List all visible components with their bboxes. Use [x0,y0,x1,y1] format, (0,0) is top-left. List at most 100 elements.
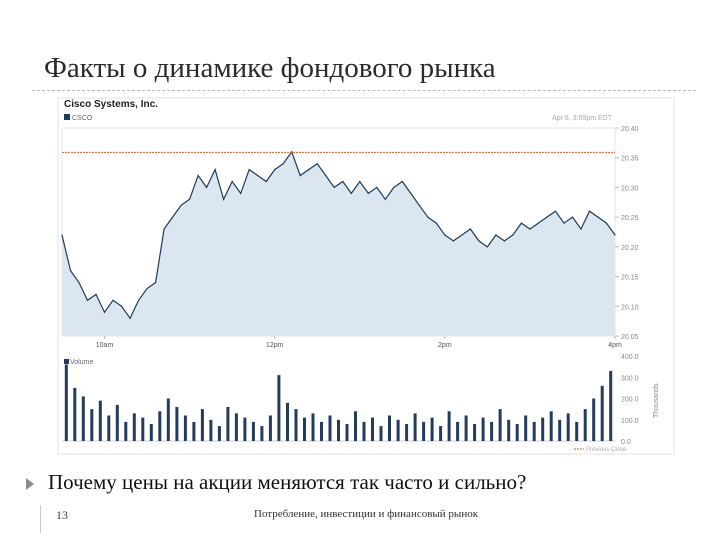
price-point [265,180,267,183]
slide-title: Факты о динамике фондового рынка [44,52,496,84]
price-point [546,216,548,218]
ticker-legend-swatch [64,114,70,120]
volume-bar [115,404,119,441]
price-x-axis: 10am 12pm 2pm 4pm [96,336,622,349]
price-point [69,270,72,272]
x-tick-label: 4pm [608,342,622,349]
volume-bar [268,415,272,441]
volume-bar [64,364,68,441]
price-point [444,234,446,236]
volume-bar [328,415,332,441]
volume-bar [473,424,477,441]
volume-bar [575,421,579,441]
price-plot [61,127,616,337]
volume-bar [124,421,128,441]
volume-bar [294,409,298,441]
volume-bar [532,421,536,441]
volume-bar [515,424,519,441]
volume-bar [447,411,451,442]
price-point [495,234,497,236]
volume-bar [192,421,196,441]
volume-label: Volume [70,359,93,366]
volume-bar [260,426,264,441]
ticker-label: CSCO [72,115,93,122]
volume-bar [90,409,94,441]
volume-bar [549,411,553,442]
price-point [333,186,335,188]
price-point [146,287,148,290]
volume-plot [62,364,615,442]
price-y-tick-label: 20.25 [621,215,639,222]
volume-bar [583,409,587,441]
volume-bar [303,417,306,441]
price-point [231,180,233,183]
price-point [410,192,412,194]
price-y-tick-label: 20.35 [621,156,639,163]
volume-bar [311,413,315,441]
price-point [316,163,318,165]
chart-timestamp: Apr 8, 3:59pm EDT [552,115,613,122]
price-point [580,228,582,230]
price-point [554,210,557,212]
price-point [571,216,574,218]
volume-bar [286,402,289,442]
price-point [427,216,429,218]
price-y-tick-label: 20.15 [621,275,639,282]
volume-bar [600,385,604,442]
x-tick-label: 10am [96,342,114,349]
previous-close-legend-label: Previous Close [586,447,627,453]
price-y-tick-label: 20.40 [621,126,639,133]
slide-question: Почему цены на акции меняются так часто … [48,470,527,494]
price-point [376,186,378,188]
volume-unit-label: Thousands [653,383,660,418]
price-point [529,228,531,230]
price-y-tick-label: 20.30 [621,185,639,192]
volume-y-tick-label: 100.0 [621,418,639,425]
volume-bar [541,417,545,441]
price-point [103,311,106,313]
price-point [486,246,488,248]
volume-bar [388,415,391,441]
volume-bar [379,426,383,441]
price-point [401,180,403,183]
price-point [180,204,182,206]
volume-bar [200,409,204,441]
volume-bar [592,398,596,441]
volume-bar [166,398,170,441]
price-point [155,281,157,284]
price-point [86,299,89,301]
price-point [274,169,276,171]
price-point [563,222,565,224]
volume-bar [337,419,340,442]
slide-footer: Потребление, инвестиции и финансовый рын… [254,508,479,520]
price-point [614,234,616,236]
price-point [350,192,352,194]
volume-bar [456,421,460,441]
page-number: 13 [56,508,68,522]
price-point [537,222,540,224]
volume-bar [498,409,502,441]
volume-y-tick-label: 0.0 [621,439,631,446]
price-line [61,150,616,320]
volume-bar [371,417,374,441]
price-point [78,281,80,284]
volume-bar [481,417,485,441]
volume-bar [490,421,494,441]
volume-bar [558,419,562,442]
volume-bar [234,413,238,441]
price-point [435,222,437,224]
volume-bar [209,419,213,442]
title-divider [32,90,696,91]
price-point [452,240,454,242]
price-point [384,198,386,200]
chart-title: Cisco Systems, Inc. [64,99,158,110]
volume-bar [413,413,417,441]
volume-bar [251,421,255,441]
volume-bar [405,424,409,441]
volume-bar [422,421,426,441]
price-point [418,204,420,206]
volume-y-tick-label: 400.0 [621,354,639,361]
volume-bar [439,426,443,441]
bullet-arrow-icon [26,478,34,490]
x-tick-label: 2pm [438,342,452,349]
